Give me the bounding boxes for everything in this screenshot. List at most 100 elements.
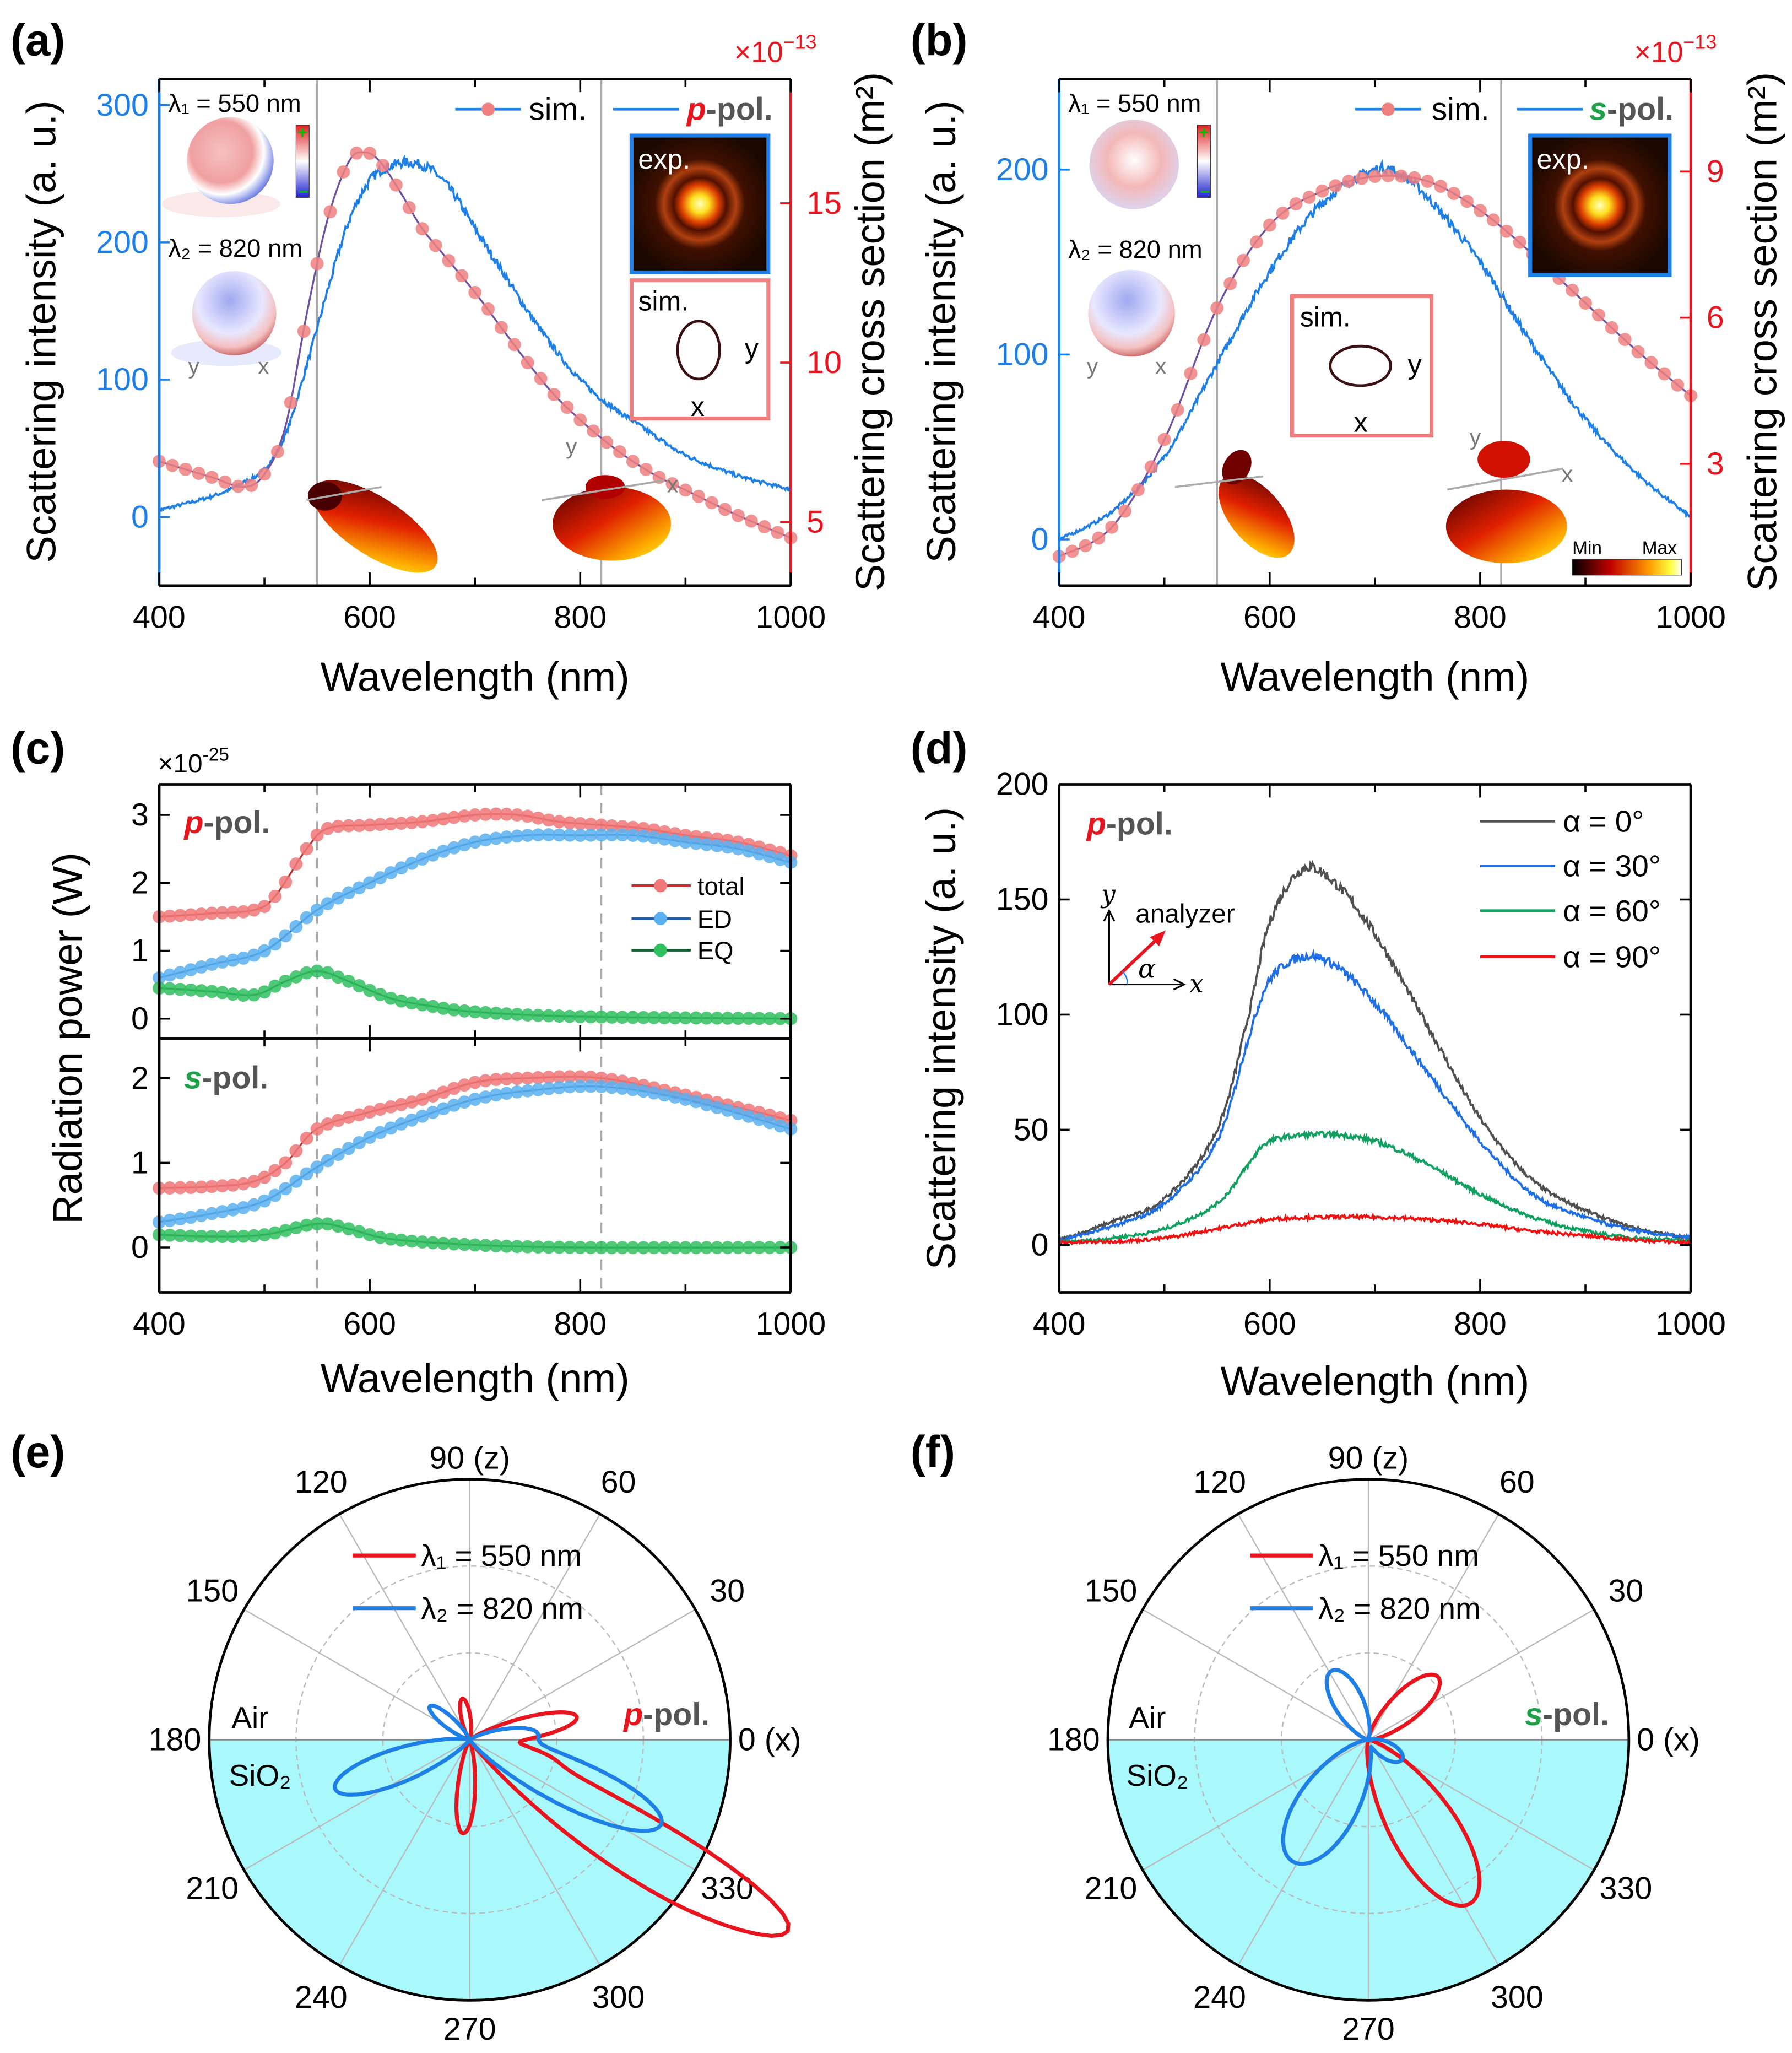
data-point-sim. [1105,520,1119,534]
data-point-sim. [1486,213,1500,227]
data-point-EQ [458,1238,472,1251]
data-point-EQ [321,966,334,980]
data-point-ED [773,852,787,866]
data-point-EQ [215,1230,229,1244]
data-point-EQ [489,1007,503,1020]
data-point-ED [615,828,629,842]
data-point-total [215,906,229,920]
a-pattern-axis-x: x [667,472,678,497]
data-point-EQ [542,1240,555,1254]
data-point-EQ [279,975,293,988]
data-point-ED [163,968,177,982]
data-point-EQ [163,982,177,996]
b-exp-image [1528,133,1672,277]
data-point-EQ [605,1011,619,1024]
data-point-sim. [1210,301,1224,315]
data-point-sim. [1407,171,1421,185]
polar-angle-label: 60 [601,1465,636,1500]
data-point-total [268,889,282,903]
data-point-sim. [1092,531,1106,545]
svg-text:total: total [697,872,745,900]
data-point-ED [384,866,398,879]
data-point-total [415,815,429,829]
svg-text:α = 0°: α = 0° [1563,804,1644,839]
data-point-sim. [1355,171,1368,185]
data-point-sim. [757,520,771,534]
y-tick-label: 50 [1014,1112,1049,1148]
data-point-EQ [394,1233,408,1247]
data-point-total [310,1122,324,1136]
y-axis-title: Scattering intensity (a. u.) [918,100,964,563]
x-tick-label: 1000 [1655,599,1726,635]
data-point-EQ [373,1230,387,1244]
svg-text:α = 60°: α = 60° [1563,894,1660,928]
data-point-EQ [605,1241,619,1255]
data-point-total [331,819,345,833]
data-point-ED [563,1080,577,1094]
f-pol-label: s-pol. [1525,1697,1609,1732]
data-point-EQ [353,979,366,992]
data-point-EQ [615,1011,629,1024]
a-sphere1-charge-map [187,117,274,204]
data-point-sim. [1171,403,1184,417]
panel-c-annotations: ×10-25 p-pol. s-pol. total ED EQ [158,745,745,1096]
data-point-ED [689,836,703,850]
data-point-EQ [300,1218,313,1232]
data-point-ED [405,1113,419,1127]
data-point-ED [268,1188,282,1202]
data-point-total [163,909,177,923]
data-point-total [310,828,324,842]
data-point-ED [689,1095,703,1109]
data-point-EQ [205,985,219,998]
data-point-ED [331,1148,345,1161]
data-point-ED [279,1182,293,1196]
data-point-ED [647,831,661,844]
data-point-ED [226,953,240,967]
data-point-total [594,818,608,832]
data-point-ED [626,829,640,842]
data-point-EQ [321,1217,334,1231]
data-point-sim. [744,514,758,528]
d-legend-30: α = 30° [1480,849,1661,883]
b-sphere-axis-y: y [1087,353,1098,379]
data-point-ED [563,828,577,842]
data-point-sim. [284,396,297,409]
x-tick-label: 1000 [756,1306,826,1342]
data-point-EQ [636,1011,650,1024]
data-point-ED [184,963,198,976]
data-point-ED [668,834,682,847]
data-point-ED [174,1212,187,1226]
data-point-ED [531,1083,545,1096]
polar-angle-label: 30 [1609,1574,1644,1609]
polar-angle-label: 0 (x) [738,1722,802,1758]
data-point-total [321,822,334,835]
data-point-ED [258,1194,272,1208]
d-p-pol-label: p-pol. [1086,806,1173,841]
data-point-ED [174,966,187,980]
panel-label-a: (a) [10,15,65,65]
data-point-sim. [310,257,324,271]
data-point-ED [542,828,555,842]
y-tick-label: 0 [131,1230,149,1265]
b-legend-sim-label: sim. [1432,91,1490,127]
chart-c_bot: 400 600 800 1000 0 1 2 Wavelength (nm) [131,1037,826,1401]
data-point-total [194,1180,208,1194]
data-point-total [205,1180,219,1193]
polar-grid-spoke [1367,1739,1499,1966]
b-colorbar-minus: − [1200,182,1210,201]
x-tick-label: 600 [343,1306,396,1342]
data-point-total [384,817,398,831]
series-line-α = 0° [1059,860,1692,1244]
data-point-EQ [415,1235,429,1249]
d-analyzer-inset: y x α analyzer [1100,879,1235,998]
data-point-ED [236,1201,250,1214]
data-point-EQ [289,1221,303,1235]
data-point-ED [615,1082,629,1095]
polar-angle-label: 90 (z) [429,1441,510,1476]
polar-grid-spoke [469,1739,601,1966]
data-point-sim. [363,147,377,160]
b-legend-sim-marker [1381,102,1395,116]
data-point-EQ [363,984,377,997]
data-point-sim. [337,165,350,179]
data-point-ED [573,1079,587,1093]
